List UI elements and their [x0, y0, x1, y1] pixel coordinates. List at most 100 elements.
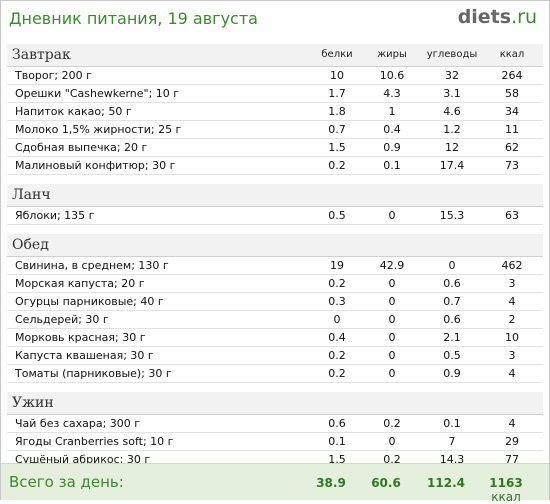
food-row: Орешки "Cashewkerne"; 10 г 1.7 4.3 3.1 58 [7, 85, 543, 103]
column-header-kcal: ккал [499, 49, 525, 60]
food-name: Малиновый конфитюр; 30 г [15, 159, 176, 172]
section-gap [7, 175, 543, 184]
food-row: Морковь красная; 30 г 0.4 0 2.1 10 [7, 329, 543, 347]
food-row: Творог; 200 г 10 10.6 32 264 [7, 67, 543, 85]
food-carbs: 1.2 [443, 123, 461, 136]
food-carbs: 14.3 [439, 453, 465, 466]
meal-section-header: Ужин [7, 392, 543, 415]
food-name: Творог; 200 г [15, 69, 92, 82]
food-row: Малиновый конфитюр; 30 г 0.2 0.1 17.4 73 [7, 157, 543, 175]
section-gap [7, 383, 543, 392]
total-kcal-unit: ккал [491, 490, 521, 504]
meal-section-header: Обед [7, 234, 543, 257]
column-header-fat: жиры [377, 49, 407, 60]
food-name: Морская капуста; 20 г [15, 277, 145, 290]
food-fat: 10.6 [379, 69, 405, 82]
meal-name: Ужин [12, 395, 54, 411]
food-fat: 0 [388, 331, 396, 344]
brand-name: diets [457, 6, 512, 28]
food-protein: 0.2 [328, 159, 346, 172]
food-protein: 1.5 [328, 141, 346, 154]
column-header-protein: белки [321, 49, 353, 60]
food-kcal: 58 [505, 87, 519, 100]
food-fat: 0.2 [383, 453, 401, 466]
food-carbs: 0.6 [443, 277, 461, 290]
food-protein: 0.4 [328, 331, 346, 344]
food-carbs: 7 [448, 435, 456, 448]
food-protein: 0.5 [328, 209, 346, 222]
food-carbs: 0.9 [443, 367, 461, 380]
total-fat: 60.6 [371, 476, 401, 490]
food-row: Ягоды Cranberries soft; 10 г 0.1 0 7 29 [7, 433, 543, 451]
meal-section-header: Ланч [7, 184, 543, 207]
food-kcal: 10 [505, 331, 519, 344]
food-fat: 0 [388, 209, 396, 222]
total-protein: 38.9 [316, 476, 346, 490]
total-label: Всего за день: [9, 473, 124, 491]
food-kcal: 11 [505, 123, 519, 136]
food-kcal: 62 [505, 141, 519, 154]
food-carbs: 32 [445, 69, 459, 82]
food-carbs: 0.7 [443, 295, 461, 308]
header: Дневник питания, 19 августа diets.ru [1, 1, 549, 35]
food-fat: 0 [388, 313, 396, 326]
food-name: Томаты (парниковые); 30 г [15, 367, 172, 380]
food-name: Сушёный абрикос; 30 г [15, 453, 151, 466]
page-title: Дневник питания, 19 августа [9, 9, 258, 28]
food-fat: 0.4 [383, 123, 401, 136]
food-protein: 1.8 [328, 105, 346, 118]
daily-total-bar: Всего за день: 38.9 60.6 112.4 1163 ккал [1, 463, 549, 504]
meal-section-header: Завтрак белки жиры углеводы ккал [7, 44, 543, 67]
food-fat: 42.9 [379, 259, 405, 272]
food-row: Сельдерей; 30 г 0 0 0.6 2 [7, 311, 543, 329]
food-name: Яблоки; 135 г [15, 209, 95, 222]
food-fat: 1 [388, 105, 396, 118]
food-kcal: 34 [505, 105, 519, 118]
food-carbs: 4.6 [443, 105, 461, 118]
food-carbs: 3.1 [443, 87, 461, 100]
food-protein: 0.7 [328, 123, 346, 136]
food-carbs: 0 [448, 259, 456, 272]
food-carbs: 15.3 [439, 209, 465, 222]
food-row: Капуста квашеная; 30 г 0.2 0 0.5 3 [7, 347, 543, 365]
food-kcal: 4 [508, 367, 516, 380]
food-fat: 0 [388, 435, 396, 448]
brand-tld: .ru [511, 6, 537, 28]
food-fat: 0 [388, 367, 396, 380]
food-kcal: 462 [501, 259, 523, 272]
food-name: Морковь красная; 30 г [15, 331, 146, 344]
total-kcal-value: 1163 [489, 476, 523, 490]
food-kcal: 77 [505, 453, 519, 466]
food-row: Сдобная выпечка; 20 г 1.5 0.9 12 62 [7, 139, 543, 157]
food-protein: 0.1 [328, 435, 346, 448]
site-logo[interactable]: diets.ru [458, 6, 537, 28]
food-protein: 0.6 [328, 417, 346, 430]
food-fat: 0 [388, 277, 396, 290]
food-name: Огурцы парниковые; 40 г [15, 295, 164, 308]
food-name: Сдобная выпечка; 20 г [15, 141, 148, 154]
food-kcal: 264 [501, 69, 523, 82]
food-protein: 0.3 [328, 295, 346, 308]
food-row: Молоко 1,5% жирности; 25 г 0.7 0.4 1.2 11 [7, 121, 543, 139]
food-fat: 4.3 [383, 87, 401, 100]
food-protein: 19 [330, 259, 344, 272]
food-kcal: 2 [508, 313, 516, 326]
food-row: Морская капуста; 20 г 0.2 0 0.6 3 [7, 275, 543, 293]
food-kcal: 4 [508, 417, 516, 430]
food-name: Свинина, в среднем; 130 г [15, 259, 169, 272]
food-protein: 1.7 [328, 87, 346, 100]
food-kcal: 63 [505, 209, 519, 222]
food-protein: 0.2 [328, 367, 346, 380]
section-gap [7, 225, 543, 234]
food-fat: 0 [388, 295, 396, 308]
food-protein: 0.2 [328, 277, 346, 290]
food-carbs: 0.5 [443, 349, 461, 362]
food-carbs: 2.1 [443, 331, 461, 344]
food-kcal: 3 [508, 349, 516, 362]
food-protein: 1.5 [328, 453, 346, 466]
food-kcal: 4 [508, 295, 516, 308]
food-name: Капуста квашеная; 30 г [15, 349, 154, 362]
food-carbs: 17.4 [439, 159, 465, 172]
food-name: Чай без сахара; 300 г [15, 417, 141, 430]
food-fat: 0 [388, 349, 396, 362]
